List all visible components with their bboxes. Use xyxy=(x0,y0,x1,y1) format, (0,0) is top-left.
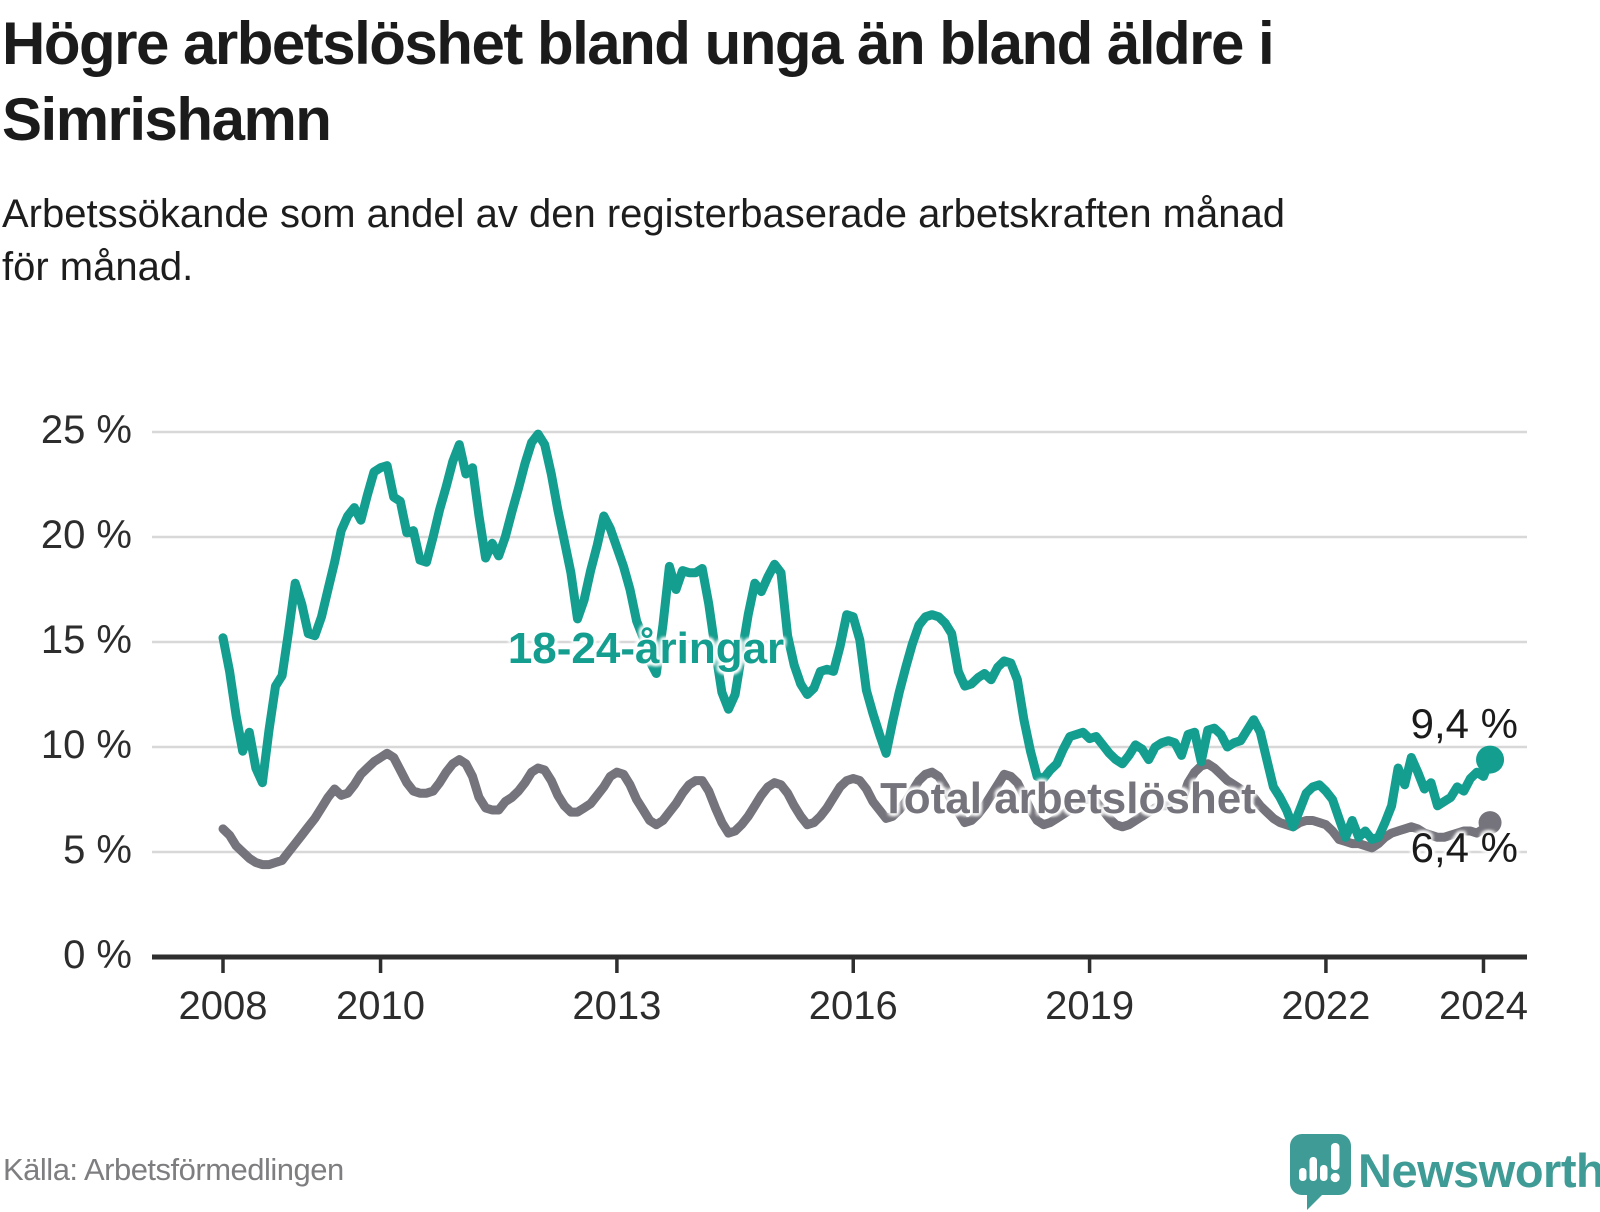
gridlines xyxy=(152,430,1527,854)
chart-subtitle: Arbetssökande som andel av den registerb… xyxy=(2,192,1285,289)
x-tick-label: 2010 xyxy=(336,984,426,1028)
total-end-dot xyxy=(1478,811,1502,835)
newsworthy-logo-text: Newsworthy xyxy=(1358,1144,1600,1197)
y-tick-label: 10 % xyxy=(40,723,132,767)
end-value-label-youth: 9,4 % xyxy=(1410,700,1518,747)
x-tick-label: 2019 xyxy=(1045,984,1135,1028)
x-tick-label: 2024 xyxy=(1438,984,1528,1028)
x-tick-label: 2022 xyxy=(1281,984,1371,1028)
y-tick-label: 15 % xyxy=(40,618,132,662)
series-label-total: Total arbetslöshet xyxy=(880,774,1256,823)
series-lines xyxy=(218,429,1505,870)
youth-series-line xyxy=(218,429,1495,844)
x-tick-label: 2013 xyxy=(572,984,662,1028)
x-axis xyxy=(152,954,1527,973)
total-series-line xyxy=(218,748,1495,870)
page-title: Högre arbetslöshet bland unga än bland ä… xyxy=(2,10,1275,153)
y-tick-label: 5 % xyxy=(63,828,132,872)
y-tick-label: 20 % xyxy=(40,513,132,557)
youth-end-dot xyxy=(1476,745,1505,774)
x-tick-label: 2016 xyxy=(808,984,898,1028)
series-label-youth: 18-24-åringar xyxy=(507,624,785,673)
y-tick-label: 0 % xyxy=(63,933,132,977)
end-value-label-total: 6,4 % xyxy=(1410,824,1518,871)
newsworthy-logo-icon xyxy=(1290,1134,1351,1210)
source-attribution: Källa: Arbetsförmedlingen xyxy=(3,1152,344,1187)
x-tick-label: 2008 xyxy=(178,984,268,1028)
y-tick-label: 25 % xyxy=(40,408,132,452)
